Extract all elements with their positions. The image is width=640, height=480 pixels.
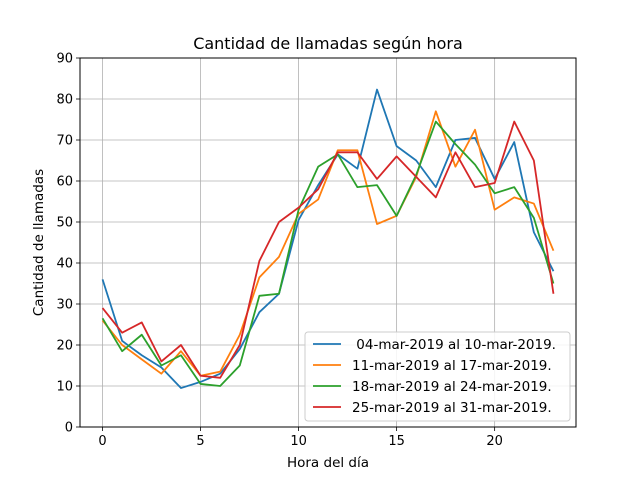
y-tick-label: 70 [56, 134, 73, 149]
series-lines [101, 88, 555, 389]
y-tick-label: 50 [56, 216, 73, 231]
legend-label-1: 04-mar-2019 al 10-mar-2019. [352, 337, 556, 353]
y-tick-label: 20 [56, 339, 73, 354]
y-tick-label: 60 [56, 175, 73, 190]
series-line-3 [101, 120, 555, 387]
legend-label-4: 25-mar-2019 al 31-mar-2019. [352, 400, 552, 416]
y-tick-label: 30 [56, 298, 73, 313]
legend-box [304, 331, 571, 422]
series-line-2 [101, 110, 555, 377]
series-line-4 [101, 120, 555, 379]
x-tick-label: 15 [388, 434, 405, 449]
axis-ticks: 0 5 10 15 20 0 10 20 30 40 50 60 70 80 90 [56, 52, 502, 450]
y-axis-label: Cantidad de llamadas [31, 169, 47, 316]
y-tick-label: 40 [56, 257, 73, 272]
legend: 04-mar-2019 al 10-mar-2019. 11-mar-2019 a… [304, 331, 571, 422]
x-tick-label: 10 [290, 434, 307, 449]
y-tick-label: 0 [65, 421, 73, 436]
y-tick-label: 80 [56, 93, 73, 108]
y-tick-label: 90 [56, 52, 73, 67]
legend-label-2: 11-mar-2019 al 17-mar-2019. [352, 358, 552, 374]
chart-title: Cantidad de llamadas según hora [193, 34, 463, 53]
x-tick-label: 5 [196, 434, 204, 449]
x-tick-label: 20 [486, 434, 503, 449]
plot-frame [79, 57, 577, 428]
legend-label-3: 18-mar-2019 al 24-mar-2019. [352, 379, 552, 395]
x-tick-label: 0 [98, 434, 106, 449]
x-axis-label: Hora del día [287, 455, 369, 471]
y-tick-label: 10 [56, 380, 73, 395]
